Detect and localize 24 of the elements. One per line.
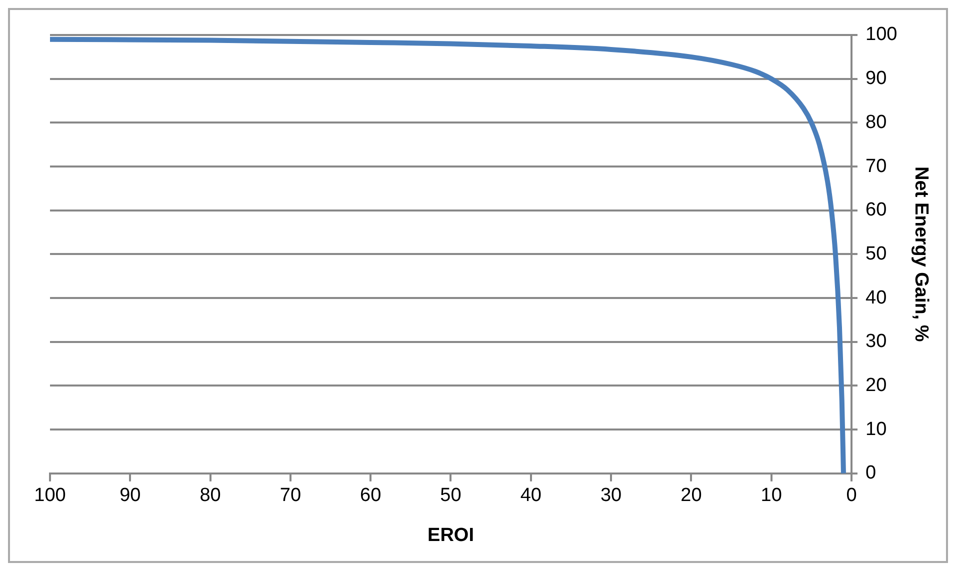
y-tick-label: 90 [866,68,887,90]
x-tick-label: 70 [280,485,302,506]
x-tick-label: 100 [34,485,66,506]
x-tick-label: 30 [600,485,622,506]
x-tick-label: 90 [120,485,141,506]
y-tick-label: 70 [866,156,887,177]
x-tick-label: 40 [520,485,542,506]
y-tick-label: 0 [866,462,876,484]
x-tick-label: 20 [680,485,702,506]
y-tick-label: 100 [866,24,898,46]
y-tick-label: 30 [866,331,887,352]
y-tick-label: 20 [866,374,887,396]
x-tick-label: 0 [846,485,857,506]
y-tick-label: 50 [866,243,887,264]
y-tick-label: 60 [866,200,887,221]
y-tick-label: 40 [866,287,887,308]
y-tick-label: 80 [866,112,887,133]
x-tick-label: 80 [200,485,221,506]
y-axis-title: Net Energy Gain, % [910,166,932,342]
x-tick-label: 50 [440,485,462,506]
y-tick-label: 10 [866,418,887,440]
x-tick-label: 60 [360,485,382,506]
x-axis-title: EROI [428,524,474,546]
x-tick-label: 10 [760,485,782,506]
